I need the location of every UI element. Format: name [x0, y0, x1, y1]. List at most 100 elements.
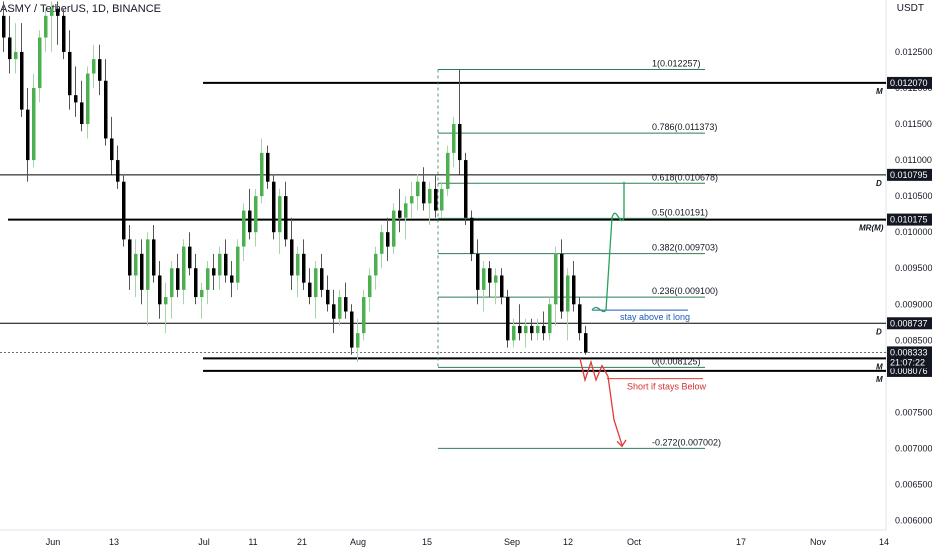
y-tick-label: 0.006000 — [895, 516, 932, 526]
candle-body — [560, 253, 564, 312]
candle-body — [44, 15, 48, 38]
chart-title: ASMY / TetherUS, 1D, BINANCE — [0, 3, 161, 15]
candle-body — [68, 51, 72, 96]
long-note: stay above it long — [620, 312, 690, 322]
fib-level-label: -0.272(0.007002) — [652, 437, 721, 447]
x-tick-label: Oct — [627, 537, 642, 547]
candle-body — [248, 210, 252, 233]
price-tag-text: 0.012070 — [890, 78, 928, 88]
short-note: Short if stays Below — [627, 382, 707, 392]
candle-body — [368, 275, 372, 298]
x-tick-label: 21 — [297, 537, 307, 547]
candle-body — [488, 268, 492, 283]
long-projection-path — [591, 181, 625, 313]
candle-body — [86, 73, 90, 125]
sr-level-label: M — [876, 375, 883, 384]
y-tick-label: 0.012500 — [895, 47, 932, 57]
candle-body — [386, 232, 390, 247]
candle-body — [200, 289, 204, 298]
candle-body — [164, 297, 168, 305]
candle-body — [464, 160, 468, 218]
candle-body — [110, 138, 114, 161]
candle-body — [170, 268, 174, 298]
y-tick-label: 0.008500 — [895, 335, 932, 345]
x-tick-label: Sep — [504, 537, 520, 547]
y-tick-label: 0.011500 — [895, 119, 932, 129]
candle-body — [572, 275, 576, 305]
candle-body — [2, 15, 6, 38]
candle-body — [242, 210, 246, 247]
candle-body — [518, 325, 522, 334]
price-tag-text: 0.008076 — [890, 366, 928, 376]
candle-body — [80, 102, 84, 125]
x-tick-label: 17 — [736, 537, 746, 547]
candle-body — [326, 289, 330, 305]
candle-body — [356, 333, 360, 348]
candle-body — [38, 37, 42, 88]
candle-body — [206, 268, 210, 290]
x-tick-label: 11 — [248, 537, 257, 547]
candle-body — [344, 297, 348, 312]
candle-body — [392, 210, 396, 247]
candle-body — [512, 325, 516, 341]
candle-body — [374, 253, 378, 276]
candle-body — [128, 239, 132, 276]
candle-body — [482, 268, 486, 290]
candle-body — [194, 268, 198, 298]
y-tick-label: 0.009000 — [895, 299, 932, 309]
sr-level-label: M — [876, 362, 883, 371]
candle-body — [176, 268, 180, 290]
candle-body — [218, 253, 222, 276]
candle-body — [494, 275, 498, 283]
candle-body — [266, 152, 270, 182]
currency-label: USDT — [896, 3, 924, 14]
candle-body — [254, 196, 258, 233]
candle-body — [332, 304, 336, 319]
candle-body — [404, 203, 408, 218]
candle-body — [554, 253, 558, 305]
x-tick-label: Jun — [46, 537, 61, 547]
y-tick-label: 0.010000 — [895, 227, 932, 237]
candle-body — [140, 253, 144, 290]
candle-body — [158, 275, 162, 305]
candle-body — [26, 109, 30, 161]
candle-body — [224, 253, 228, 276]
candle-body — [230, 275, 234, 283]
candle-body — [536, 325, 540, 334]
fib-level-label: 0.618(0.010678) — [652, 172, 718, 182]
candle-body — [446, 152, 450, 189]
candle-body — [350, 311, 354, 348]
candle-body — [428, 188, 432, 204]
candle-body — [542, 325, 546, 334]
candle-body — [20, 51, 24, 110]
fib-level-label: 0.786(0.011373) — [652, 122, 717, 132]
candle-body — [188, 246, 192, 269]
candle-body — [380, 232, 384, 254]
candle-body — [272, 181, 276, 233]
candle-body — [74, 95, 78, 103]
candle-body — [452, 124, 456, 153]
candle-body — [50, 8, 54, 16]
candle-body — [530, 325, 534, 334]
candle-body — [104, 80, 108, 139]
sr-level-label: M — [876, 87, 883, 96]
sr-level-label: MR(M) — [859, 224, 884, 233]
candle-body — [56, 8, 60, 16]
candle-body — [338, 297, 342, 319]
short-arrowhead — [616, 439, 627, 448]
candle-body — [584, 333, 588, 353]
candle-body — [458, 124, 462, 161]
x-tick-label: 15 — [422, 537, 432, 547]
candle-body — [578, 304, 582, 334]
candle-body — [122, 181, 126, 240]
y-tick-label: 0.007000 — [895, 444, 932, 454]
x-tick-label: 14 — [879, 537, 889, 547]
candle-body — [92, 59, 96, 74]
x-tick-label: Jul — [198, 537, 210, 547]
candle-body — [212, 268, 216, 276]
candle-body — [548, 304, 552, 334]
y-tick-label: 0.007500 — [895, 407, 932, 417]
candle-body — [284, 196, 288, 240]
candle-body — [134, 253, 138, 276]
